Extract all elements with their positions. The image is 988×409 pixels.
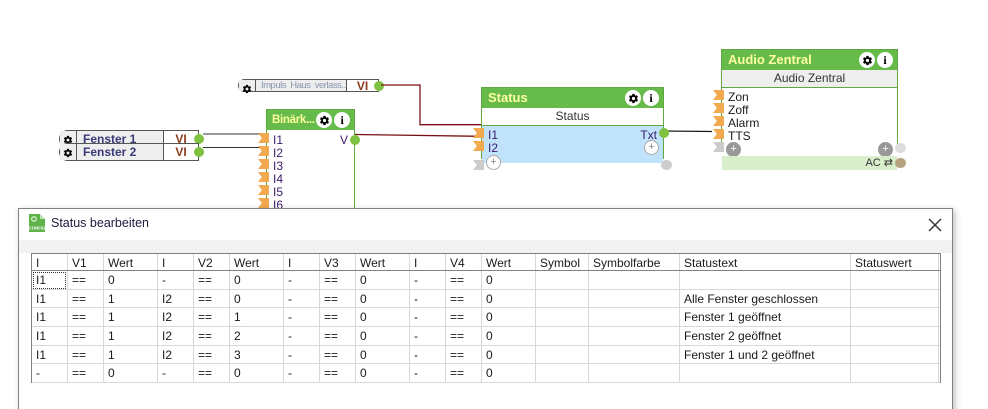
svg-text:CONFIG: CONFIG <box>29 226 45 231</box>
